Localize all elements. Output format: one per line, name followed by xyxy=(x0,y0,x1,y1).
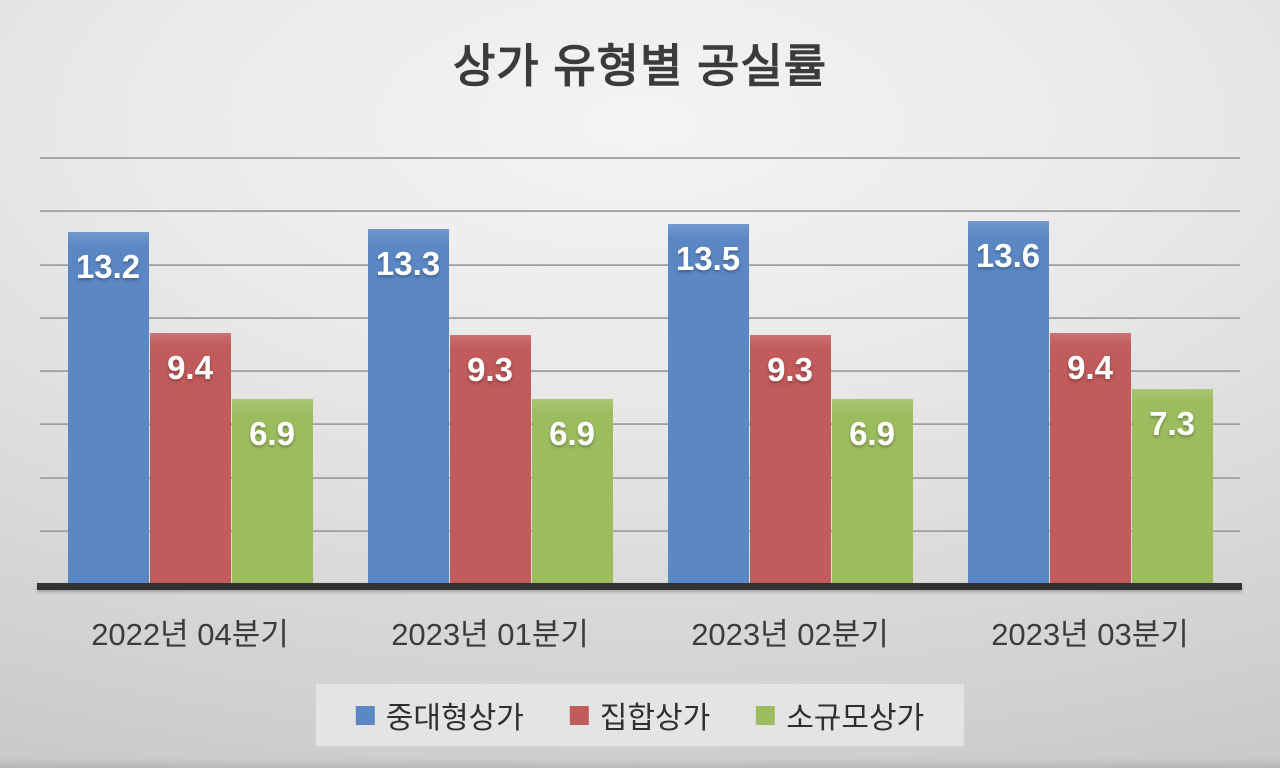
legend-label: 중대형상가 xyxy=(385,702,524,735)
legend: 중대형상가 집합상가 소규모상가 xyxy=(315,684,965,746)
bar: 9.4 xyxy=(1049,332,1131,583)
gridline xyxy=(40,316,1240,319)
bar-value-label: 6.9 xyxy=(849,415,895,453)
gridline xyxy=(40,210,1240,213)
gridline xyxy=(40,529,1240,532)
bar-value-label: 7.3 xyxy=(1149,404,1195,442)
gridline xyxy=(40,157,1240,159)
bar: 9.3 xyxy=(449,335,531,583)
legend-swatch-icon xyxy=(355,705,375,725)
x-axis-category-label: 2023년 01분기 xyxy=(391,617,589,652)
bar-value-label: 13.5 xyxy=(675,239,741,277)
x-axis-category-label: 2023년 03분기 xyxy=(991,617,1189,652)
bar-group: 13.5 9.3 6.9 xyxy=(667,223,913,583)
x-axis-labels: 2022년 04분기 2023년 01분기 2023년 02분기 2023년 03분기 xyxy=(40,612,1240,658)
bar: 7.3 xyxy=(1131,388,1213,583)
legend-swatch-icon xyxy=(569,705,589,725)
bar-value-label: 13.3 xyxy=(375,244,441,282)
gridline xyxy=(40,423,1240,426)
bar-group: 13.3 9.3 6.9 xyxy=(367,228,613,583)
bar-value-label: 6.9 xyxy=(549,415,595,453)
bar-value-label: 13.2 xyxy=(75,247,141,285)
legend-swatch-icon xyxy=(756,705,776,725)
x-axis-line xyxy=(37,583,1242,590)
bar: 6.9 xyxy=(531,399,613,583)
bar-value-label: 9.4 xyxy=(1067,348,1113,386)
bar-group: 13.6 9.4 7.3 xyxy=(967,220,1213,583)
x-axis-category-label: 2022년 04분기 xyxy=(91,617,289,652)
bar: 9.4 xyxy=(149,332,231,583)
bar-value-label: 13.6 xyxy=(975,236,1041,274)
legend-label: 소규모상가 xyxy=(786,702,925,735)
gridline xyxy=(40,370,1240,372)
bar-value-label: 6.9 xyxy=(249,415,295,453)
bar: 13.2 xyxy=(67,231,149,583)
legend-item: 집합상가 xyxy=(569,693,711,737)
legend-label: 집합상가 xyxy=(599,702,711,735)
gridline xyxy=(40,476,1240,479)
gridline xyxy=(40,263,1240,266)
plot-area: 13.2 9.4 6.9 13.3 9.3 6.9 13.5 9.3 6.9 13.6 9.4 7.3 xyxy=(37,157,1242,590)
bar: 13.3 xyxy=(367,228,449,583)
bar-value-label: 9.3 xyxy=(467,351,513,389)
chart-title: 상가 유형별 공실률 xyxy=(452,40,828,92)
bar: 13.5 xyxy=(667,223,749,583)
bar: 9.3 xyxy=(749,335,831,583)
bar-value-label: 9.3 xyxy=(767,351,813,389)
bar: 6.9 xyxy=(831,399,913,583)
bar: 13.6 xyxy=(967,220,1049,583)
legend-item: 중대형상가 xyxy=(355,693,524,737)
legend-item: 소규모상가 xyxy=(756,693,924,737)
bar-value-label: 9.4 xyxy=(167,348,213,386)
x-axis-category-label: 2023년 02분기 xyxy=(691,617,889,652)
bar-group: 13.2 9.4 6.9 xyxy=(67,231,313,583)
bar: 6.9 xyxy=(231,399,313,583)
